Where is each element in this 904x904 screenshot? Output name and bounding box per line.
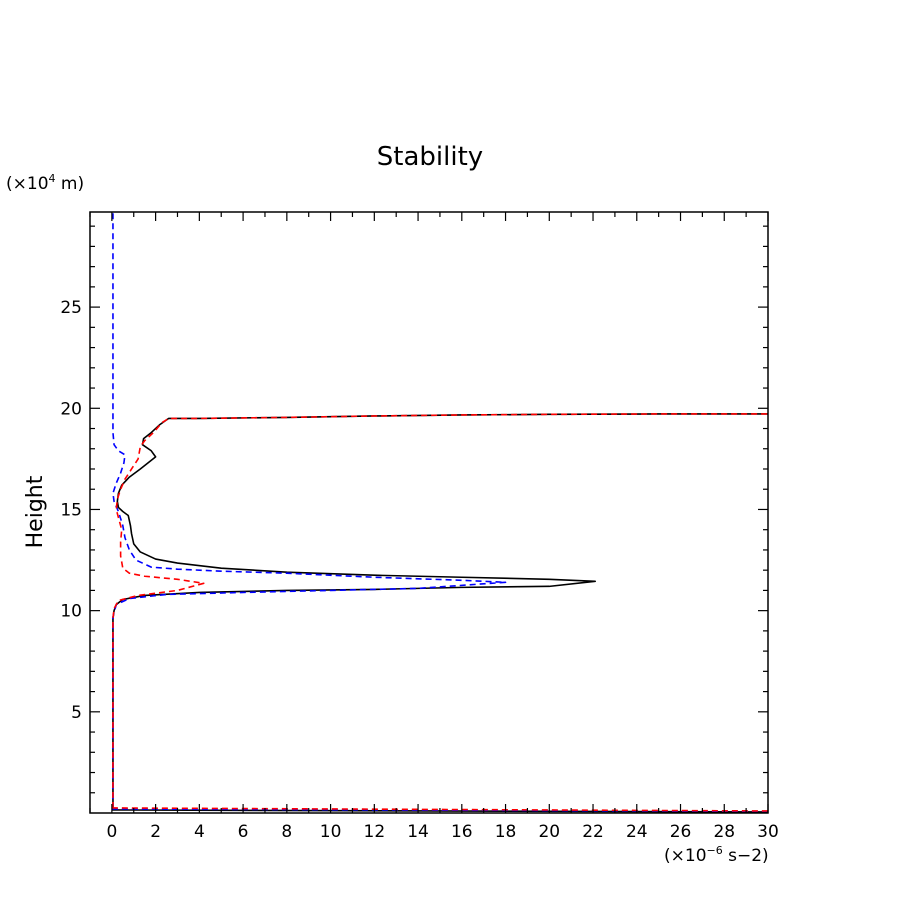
x-tick-label: 28	[713, 822, 735, 842]
y-axis-label: Height	[23, 475, 48, 548]
x-tick-label: 12	[364, 822, 386, 842]
x-tick-label: 0	[106, 822, 117, 842]
x-unit-label: (×10−6 s−2)	[664, 844, 769, 866]
x-tick-label: 6	[238, 822, 249, 842]
ticks-layer	[89, 212, 769, 813]
chart-title: Stability	[377, 142, 483, 172]
x-tick-label: 24	[626, 822, 648, 842]
x-tick-label: 8	[281, 822, 292, 842]
y-unit-prefix: (×10	[6, 174, 49, 194]
y-tick-label: 15	[60, 500, 82, 520]
x-tick-label: 4	[194, 822, 205, 842]
series-line-1	[112, 212, 507, 809]
x-tick-label: 20	[538, 822, 560, 842]
x-tick-label: 16	[451, 822, 473, 842]
x-unit-suffix: s−2)	[723, 846, 769, 866]
x-tick-labels: 0 2 4 6 8 10 12 14 16 18 20 22 24 26 28 30	[106, 822, 778, 842]
y-unit-suffix: m)	[56, 174, 85, 194]
x-tick-label: 30	[757, 822, 779, 842]
y-unit-label: (×104 m)	[6, 172, 84, 194]
plot-frame	[89, 211, 769, 814]
y-unit-exponent: 4	[49, 172, 56, 185]
series-line-2	[112, 413, 768, 808]
y-tick-label: 25	[60, 298, 82, 318]
y-tick-label: 20	[60, 399, 82, 419]
x-tick-label: 26	[670, 822, 692, 842]
x-tick-label: 18	[495, 822, 517, 842]
x-unit-exponent: −6	[707, 844, 723, 857]
x-tick-label: 10	[320, 822, 342, 842]
x-tick-label: 14	[407, 822, 429, 842]
x-tick-label: 2	[150, 822, 161, 842]
x-unit-prefix: (×10	[664, 846, 707, 866]
y-tick-label: 10	[60, 602, 82, 622]
y-tick-label: 5	[71, 703, 82, 723]
x-tick-label: 22	[582, 822, 604, 842]
y-tick-labels: 5 10 15 20 25	[60, 298, 82, 723]
